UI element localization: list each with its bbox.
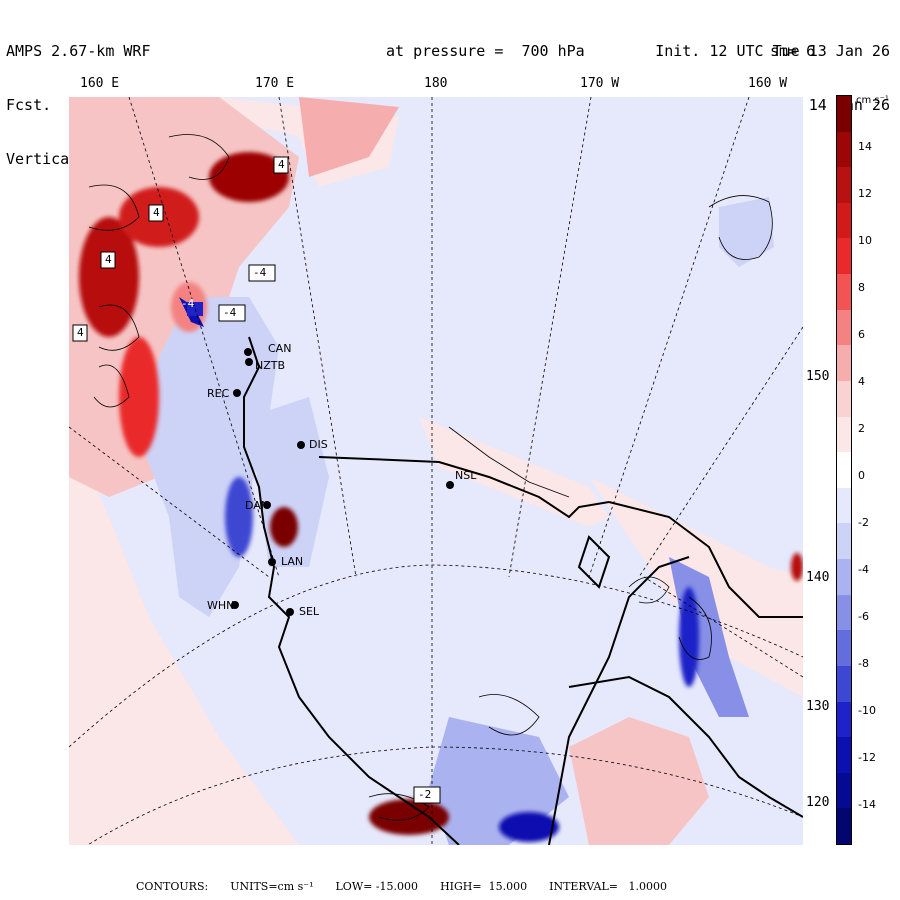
contour-label: 4 <box>153 206 160 219</box>
station-lan: LAN <box>281 555 304 568</box>
station-sel: SEL <box>299 605 320 618</box>
colorbar-tick-label: 4 <box>858 375 865 388</box>
station-dots <box>231 348 454 616</box>
colorbar-swatch <box>837 274 851 311</box>
station-can: CAN <box>268 342 292 355</box>
colorbar-swatch <box>837 701 851 738</box>
colorbar-tick-label: -12 <box>858 751 876 764</box>
colorbar-swatch <box>837 523 851 560</box>
lon-label-160w: 160 W <box>748 76 788 91</box>
lon-label-170w: 170 W <box>580 76 620 91</box>
field-southeast <box>569 717 709 845</box>
colorbar-tick-label: 8 <box>858 281 865 294</box>
lon-label-180: 180 <box>424 76 448 91</box>
colorbar-tick-label: 2 <box>858 422 865 435</box>
colorbar-swatch <box>837 202 851 239</box>
colorbar-tick-label: -8 <box>858 657 869 670</box>
footer: CONTOURS: UNITS=cm s⁻¹ LOW= -15.000 HIGH= 1… <box>136 880 689 893</box>
colorbar-swatch <box>837 96 851 133</box>
footer-contours: CONTOURS: <box>136 880 209 893</box>
colorbar-tick-label: -6 <box>858 610 869 623</box>
contour-label: 4 <box>77 326 84 339</box>
field-negative-shelf <box>249 397 329 567</box>
field-north-ridge <box>299 97 399 177</box>
colorbar-tick-label: 14 <box>858 140 872 153</box>
colorbar-swatch <box>837 487 851 524</box>
contour-label: -4 <box>181 297 195 310</box>
colorbar-swatch <box>837 808 851 845</box>
colorbar-tick-label: -10 <box>858 704 876 717</box>
footer-units: UNITS=cm s⁻¹ <box>230 880 314 893</box>
colorbar-unit: cm s⁻¹ <box>856 95 889 106</box>
colorbar-tick-label: 10 <box>858 234 872 247</box>
colorbar <box>836 95 852 845</box>
coastline <box>243 336 803 845</box>
field-negative-coast <box>139 297 279 617</box>
model-name: AMPS 2.67-km WRF <box>6 42 151 60</box>
contour-label: -4 <box>223 306 237 319</box>
graticule <box>69 97 803 845</box>
contour-lines <box>88 134 773 821</box>
field-negative-patch <box>719 197 774 267</box>
colorbar-swatch <box>837 452 851 489</box>
field-shelf-band <box>419 417 609 527</box>
colorbar-swatch <box>837 131 851 168</box>
colorbar-swatch <box>837 630 851 667</box>
colorbar-swatch <box>837 594 851 631</box>
colorbar-swatch <box>837 559 851 596</box>
colorbar-tick-label: -14 <box>858 798 876 811</box>
station-dis: DIS <box>309 438 328 451</box>
station-dan: DAN <box>245 499 270 512</box>
colorbar-tick-label: -2 <box>858 516 869 529</box>
field-positive-south <box>69 427 299 845</box>
lon-label-170e: 170 E <box>255 76 295 91</box>
pressure-level: at pressure = 700 hPa <box>386 42 585 60</box>
station-nztb: NZTB <box>255 359 286 372</box>
field-negative-south <box>269 617 399 757</box>
colorbar-tick-label: 6 <box>858 328 865 341</box>
colorbar-swatch <box>837 772 851 809</box>
colorbar-swatch <box>837 380 851 418</box>
contour-label-boxes <box>72 156 441 804</box>
intense-cores <box>79 152 803 842</box>
colorbar-swatch <box>837 167 851 204</box>
colorbar-swatch <box>837 309 851 346</box>
contour-label: -4 <box>253 266 267 279</box>
lon-label-160e: 160 E <box>80 76 120 91</box>
colorbar-swatch <box>837 737 851 774</box>
map-svg <box>69 97 803 845</box>
map-panel: CAN NZTB REC DIS NSL DAN LAN WHN SEL 4 4… <box>69 97 803 845</box>
smoothing-level: sm= 6 <box>770 42 816 60</box>
colorbar-swatch <box>837 665 851 702</box>
colorbar-swatch <box>837 238 851 275</box>
colorbar-swatch <box>837 345 851 382</box>
footer-interval: INTERVAL= 1.0000 <box>549 880 667 893</box>
colorbar-tick-label: -4 <box>858 563 869 576</box>
station-whn: WHN <box>207 599 235 612</box>
colorbar-tick-label: 12 <box>858 187 872 200</box>
contour-label: -2 <box>418 788 432 801</box>
footer-low: LOW= -15.000 <box>335 880 419 893</box>
footer-high: HIGH= 15.000 <box>440 880 528 893</box>
colorbar-tick-label: 0 <box>858 469 865 482</box>
station-nsl: NSL <box>455 469 477 482</box>
contour-label: 4 <box>278 158 285 171</box>
init-time: Init. 12 UTC Tue 13 Jan 26 <box>655 42 890 60</box>
colorbar-swatch <box>837 416 851 453</box>
contour-label: 4 <box>105 253 112 266</box>
station-rec: REC <box>207 387 230 400</box>
